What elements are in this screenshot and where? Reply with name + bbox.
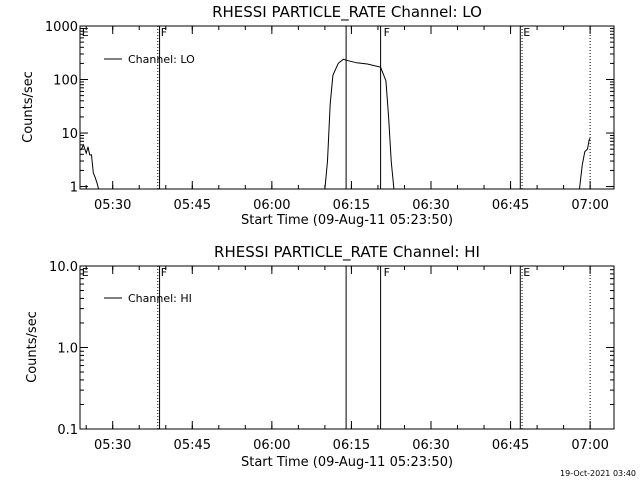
lo-event-label: F: [161, 26, 167, 39]
lo-y-axis-label: Counts/sec: [21, 71, 36, 143]
hi-x-tick-label: 07:00: [571, 438, 608, 453]
hi-legend: Channel: HI: [104, 292, 192, 305]
hi-event-label: E: [523, 266, 530, 279]
lo-x-tick-label: 06:45: [492, 198, 529, 213]
lo-x-tick-label: 07:00: [571, 198, 608, 213]
hi-y-tick-label: 0.1: [57, 423, 78, 438]
hi-x-tick-label: 06:45: [492, 438, 529, 453]
hi-y-axis-label: Counts/sec: [25, 311, 40, 383]
lo-y-tick-label: 100: [53, 74, 78, 89]
hi-y-tick-label: 10.0: [49, 260, 78, 275]
lo-panel-title: RHESSI PARTICLE_RATE Channel: LO: [212, 3, 482, 22]
hi-event-label: F: [161, 266, 167, 279]
hi-x-tick-label: 06:00: [253, 438, 290, 453]
hi-event-markers: F F EE: [82, 266, 591, 429]
lo-event-markers: F F EE: [82, 26, 591, 189]
hi-legend-label: Channel: HI: [128, 292, 192, 305]
plot-timestamp: 19-Oct-2021 03:40: [560, 469, 636, 478]
lo-axis-ticks: 05:30 05:45 06:00 06:15 06:30 06:45 07:00 1 10 10…: [45, 20, 614, 213]
hi-x-axis-label: Start Time (09-Aug-11 05:23:50): [241, 455, 453, 470]
hi-x-tick-label: 06:15: [333, 438, 370, 453]
lo-x-tick-label: 05:30: [94, 198, 131, 213]
lo-event-label: F: [384, 26, 390, 39]
lo-corner-label: E: [82, 26, 89, 39]
lo-x-tick-label: 06:15: [333, 198, 370, 213]
lo-y-tick-label: 1000: [45, 20, 78, 35]
hi-y-tick-label: 1.0: [57, 342, 78, 357]
lo-series-line: [324, 58, 395, 190]
hi-x-tick-label: 05:45: [174, 438, 211, 453]
hi-plot-frame: [79, 265, 615, 430]
lo-x-tick-label: 06:00: [253, 198, 290, 213]
lo-legend-label: Channel: LO: [128, 53, 195, 66]
lo-y-tick-label: 1: [70, 181, 78, 196]
lo-series-line: [80, 143, 100, 190]
hi-x-tick-label: 06:30: [412, 438, 449, 453]
hi-x-tick-label: 05:30: [94, 438, 131, 453]
lo-y-tick-label: 10: [61, 127, 78, 142]
lo-channel-panel: RHESSI PARTICLE_RATE Channel: LO Counts/…: [21, 3, 615, 228]
hi-panel-title: RHESSI PARTICLE_RATE Channel: HI: [214, 243, 480, 262]
lo-x-axis-label: Start Time (09-Aug-11 05:23:50): [241, 213, 453, 228]
lo-event-label: E: [523, 26, 530, 39]
lo-plot-frame: [79, 25, 615, 190]
lo-x-tick-label: 05:45: [174, 198, 211, 213]
hi-corner-label: E: [82, 266, 89, 279]
hi-channel-panel: RHESSI PARTICLE_RATE Channel: HI Counts/…: [25, 243, 615, 470]
lo-series-line: [579, 137, 591, 190]
lo-x-tick-label: 06:30: [412, 198, 449, 213]
lo-series: [80, 58, 591, 190]
lo-legend: Channel: LO: [104, 53, 195, 66]
hi-event-label: F: [384, 266, 390, 279]
hi-axis-ticks: 05:30 05:45 06:00 06:15 06:30 06:45 07:00 0.1 1.…: [49, 260, 614, 453]
